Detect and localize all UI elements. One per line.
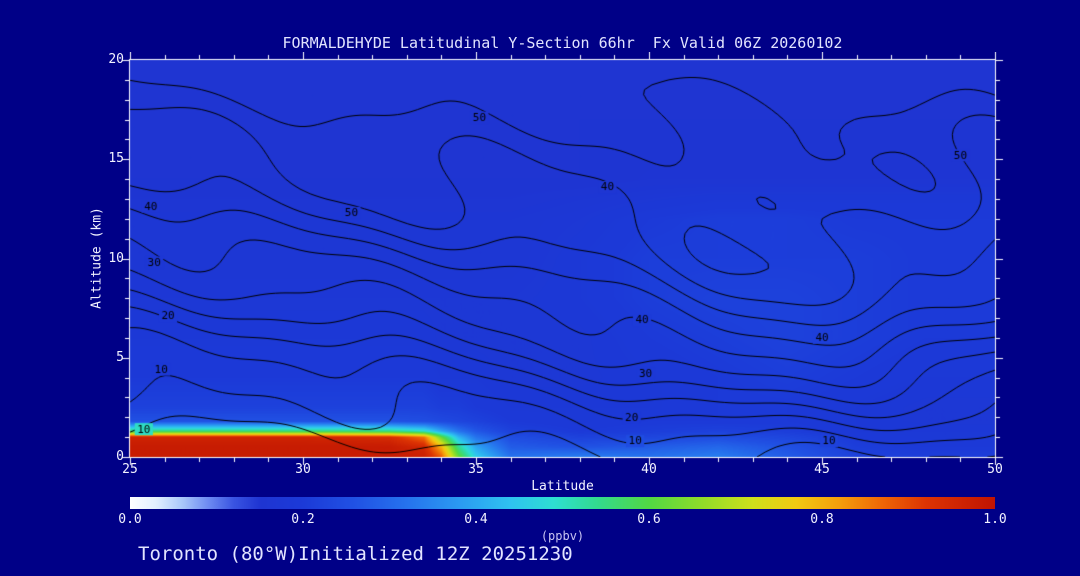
y-tick-label: 5 [116, 349, 124, 365]
colorbar-tick-label: 1.0 [983, 512, 1007, 527]
colorbar [130, 497, 995, 509]
x-tick-label: 30 [295, 462, 311, 477]
y-tick-label: 15 [108, 151, 124, 167]
y-tick-label: 20 [108, 52, 124, 67]
footer-annotation: Toronto (80°W)Initialized 12Z 20251230 [138, 543, 573, 565]
colorbar-tick-label: 0.0 [118, 512, 142, 527]
x-axis-label: Latitude [531, 479, 594, 494]
colorbar-tick-label: 0.4 [464, 512, 488, 527]
colorbar-tick-label: 0.2 [291, 512, 315, 527]
y-tick-label: 0 [116, 449, 124, 464]
x-tick-label: 25 [122, 462, 138, 477]
x-tick-label: 50 [987, 462, 1003, 477]
colorbar-tick-label: 0.8 [810, 512, 834, 527]
contour-plot-canvas [118, 52, 1007, 469]
chart-title: FORMALDEHYDE Latitudinal Y-Section 66hr … [282, 34, 843, 52]
y-tick-label: 10 [108, 250, 124, 266]
x-tick-label: 45 [814, 462, 830, 477]
colorbar-tick-label: 0.6 [637, 512, 661, 527]
x-tick-label: 40 [641, 462, 657, 477]
colorbar-unit-label: (ppbv) [540, 529, 585, 543]
x-tick-label: 35 [468, 462, 484, 477]
